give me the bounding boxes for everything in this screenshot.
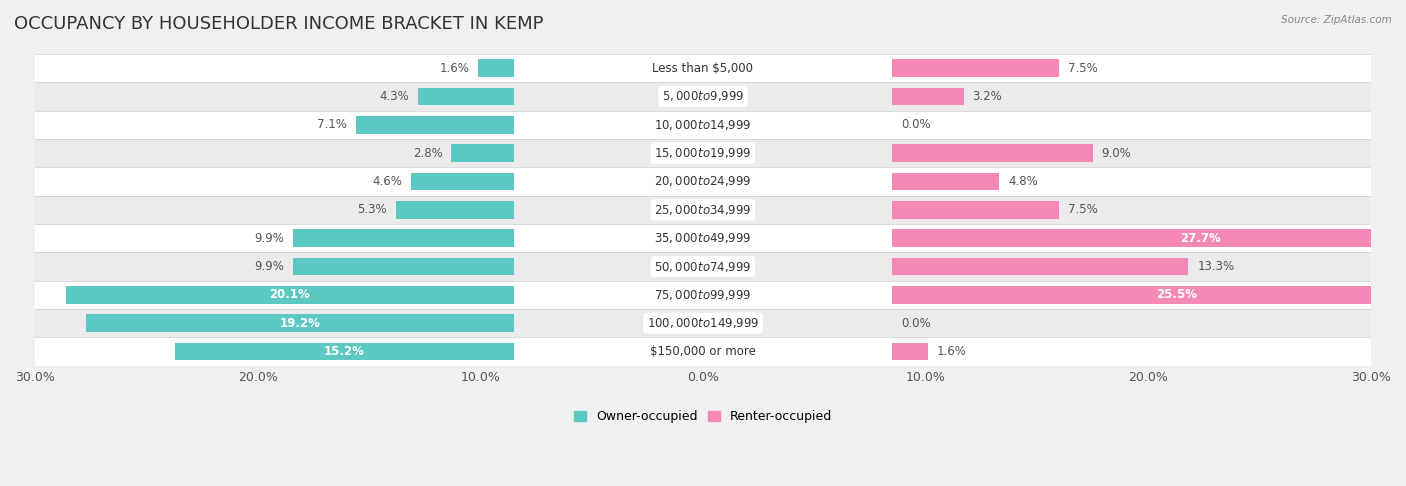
- Bar: [451, 144, 513, 162]
- Bar: [893, 87, 963, 105]
- Bar: [294, 229, 513, 247]
- Text: 1.6%: 1.6%: [439, 62, 470, 74]
- Text: $100,000 to $149,999: $100,000 to $149,999: [647, 316, 759, 330]
- Text: 9.9%: 9.9%: [254, 232, 284, 244]
- Text: 4.8%: 4.8%: [1008, 175, 1038, 188]
- Bar: [35, 111, 1371, 139]
- Text: 0.0%: 0.0%: [901, 118, 931, 131]
- Bar: [176, 343, 513, 361]
- Bar: [418, 87, 513, 105]
- Text: $25,000 to $34,999: $25,000 to $34,999: [654, 203, 752, 217]
- Bar: [893, 258, 1188, 275]
- Bar: [86, 314, 513, 332]
- Text: Source: ZipAtlas.com: Source: ZipAtlas.com: [1281, 15, 1392, 25]
- Bar: [35, 167, 1371, 196]
- Bar: [893, 229, 1406, 247]
- Bar: [395, 201, 513, 219]
- Text: $20,000 to $24,999: $20,000 to $24,999: [654, 174, 752, 189]
- Bar: [35, 82, 1371, 111]
- Text: 27.7%: 27.7%: [1180, 232, 1220, 244]
- Bar: [35, 309, 1371, 337]
- Bar: [35, 281, 1371, 309]
- Bar: [893, 144, 1092, 162]
- Bar: [893, 173, 1000, 190]
- Bar: [893, 286, 1406, 304]
- Text: 7.5%: 7.5%: [1069, 203, 1098, 216]
- Text: $5,000 to $9,999: $5,000 to $9,999: [662, 89, 744, 104]
- Bar: [35, 224, 1371, 252]
- Bar: [412, 173, 513, 190]
- Bar: [893, 343, 928, 361]
- Text: 2.8%: 2.8%: [413, 147, 443, 159]
- Text: $75,000 to $99,999: $75,000 to $99,999: [654, 288, 752, 302]
- Text: $10,000 to $14,999: $10,000 to $14,999: [654, 118, 752, 132]
- Text: 7.1%: 7.1%: [316, 118, 347, 131]
- Bar: [893, 59, 1059, 77]
- Text: $150,000 or more: $150,000 or more: [650, 345, 756, 358]
- Text: 20.1%: 20.1%: [270, 288, 311, 301]
- Bar: [35, 337, 1371, 366]
- Bar: [478, 59, 513, 77]
- Text: $35,000 to $49,999: $35,000 to $49,999: [654, 231, 752, 245]
- Bar: [35, 54, 1371, 82]
- Bar: [35, 196, 1371, 224]
- Text: 5.3%: 5.3%: [357, 203, 387, 216]
- Text: 25.5%: 25.5%: [1156, 288, 1197, 301]
- Text: OCCUPANCY BY HOUSEHOLDER INCOME BRACKET IN KEMP: OCCUPANCY BY HOUSEHOLDER INCOME BRACKET …: [14, 15, 544, 33]
- Bar: [893, 201, 1059, 219]
- Text: 1.6%: 1.6%: [936, 345, 967, 358]
- Text: 4.6%: 4.6%: [373, 175, 402, 188]
- Text: 15.2%: 15.2%: [323, 345, 366, 358]
- Bar: [66, 286, 513, 304]
- Text: 7.5%: 7.5%: [1069, 62, 1098, 74]
- Bar: [294, 258, 513, 275]
- Text: $15,000 to $19,999: $15,000 to $19,999: [654, 146, 752, 160]
- Text: 3.2%: 3.2%: [973, 90, 1002, 103]
- Text: 9.0%: 9.0%: [1102, 147, 1132, 159]
- Legend: Owner-occupied, Renter-occupied: Owner-occupied, Renter-occupied: [568, 405, 838, 428]
- Text: 9.9%: 9.9%: [254, 260, 284, 273]
- Text: $50,000 to $74,999: $50,000 to $74,999: [654, 260, 752, 274]
- Text: 4.3%: 4.3%: [380, 90, 409, 103]
- Text: 19.2%: 19.2%: [280, 317, 321, 330]
- Bar: [356, 116, 513, 134]
- Text: 13.3%: 13.3%: [1198, 260, 1234, 273]
- Bar: [35, 139, 1371, 167]
- Text: 0.0%: 0.0%: [901, 317, 931, 330]
- Bar: [35, 252, 1371, 281]
- Text: Less than $5,000: Less than $5,000: [652, 62, 754, 74]
